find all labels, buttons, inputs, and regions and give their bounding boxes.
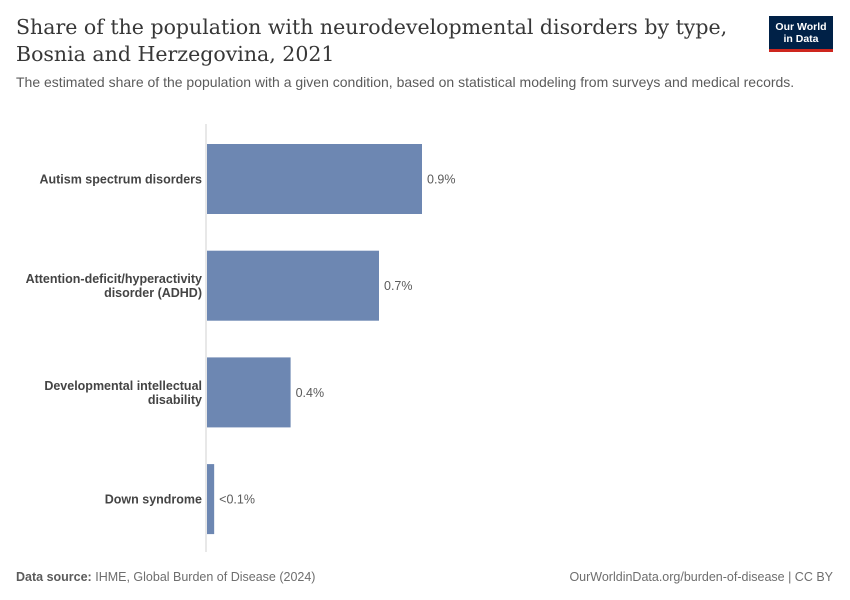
category-label-2-line-1: disability <box>148 393 202 407</box>
value-label-1: 0.7% <box>384 279 413 293</box>
category-label-1-line-0: Attention-deficit/hyperactivity <box>26 272 202 286</box>
bar-0 <box>207 144 422 214</box>
category-label-2-line-0: Developmental intellectual <box>44 379 202 393</box>
owid-logo[interactable]: Our World in Data <box>769 16 833 52</box>
category-label-0: Autism spectrum disorders <box>39 173 202 187</box>
category-label-3: Down syndrome <box>105 493 202 507</box>
value-label-0: 0.9% <box>427 173 456 187</box>
logo-line-2: in Data <box>783 33 819 45</box>
bar-3 <box>207 464 215 535</box>
data-source-label: Data source: <box>16 570 92 584</box>
bar-2 <box>207 357 291 428</box>
data-source: Data source: IHME, Global Burden of Dise… <box>16 570 315 584</box>
chart-title: Share of the population with neurodevelo… <box>16 15 728 66</box>
bar-1 <box>207 250 379 321</box>
category-label-1-line-1: disorder (ADHD) <box>104 286 202 300</box>
logo-line-1: Our World <box>775 21 827 33</box>
value-label-3: <0.1% <box>219 493 255 507</box>
bar-chart: Autism spectrum disorders 0.9% Attention-d… <box>26 124 456 552</box>
value-label-2: 0.4% <box>296 386 325 400</box>
chart-subtitle: The estimated share of the population wi… <box>16 74 795 90</box>
footer-link[interactable]: OurWorldinData.org/burden-of-disease | C… <box>569 570 833 584</box>
data-source-text[interactable]: IHME, Global Burden of Disease (2024) <box>95 570 316 584</box>
